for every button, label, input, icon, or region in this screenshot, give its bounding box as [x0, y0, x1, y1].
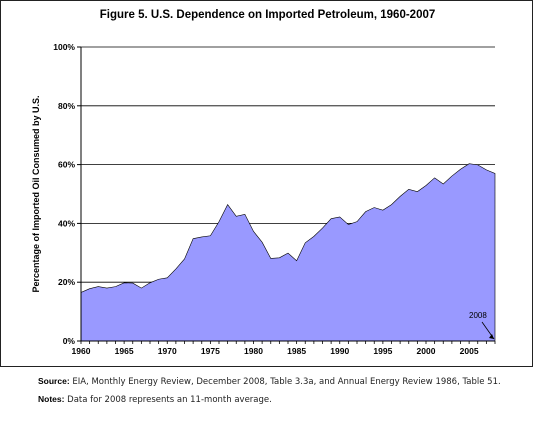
area-chart: 0% 20% 40% 60% 80% 100% 1960 1965 1970 1975 1980 19… — [31, 42, 496, 356]
y-tick-label: 40% — [58, 218, 75, 228]
x-tick-label: 2005 — [460, 346, 479, 356]
x-tick-label: 1995 — [373, 346, 392, 356]
data-note: Notes: Data for 2008 represents an 11-mo… — [38, 394, 272, 405]
source-note: Source: EIA, Monthly Energy Review, Dece… — [38, 376, 501, 387]
y-tick-label: 80% — [58, 101, 75, 111]
y-tick-label: 100% — [53, 42, 75, 52]
area-series — [80, 163, 496, 342]
x-tick-label: 1985 — [287, 346, 306, 356]
x-tick-label: 1965 — [115, 346, 134, 356]
x-tick-label: 1960 — [72, 346, 91, 356]
x-tick-label: 1980 — [244, 346, 263, 356]
y-tick-label: 0% — [63, 336, 76, 346]
notes-label: Notes: — [38, 394, 65, 404]
chart-title: Figure 5. U.S. Dependence on Imported Pe… — [99, 9, 436, 21]
y-tick-label: 20% — [58, 277, 75, 287]
chart-frame: Figure 5. U.S. Dependence on Imported Pe… — [0, 0, 533, 367]
source-text: EIA, Monthly Energy Review, December 200… — [69, 377, 501, 387]
x-tick-label: 1970 — [158, 346, 177, 356]
y-tick-label: 60% — [58, 160, 75, 170]
source-label: Source: — [38, 376, 70, 386]
notes-text: Data for 2008 represents an 11-month ave… — [64, 395, 272, 405]
annotation-label: 2008 — [469, 311, 487, 320]
x-tick-label: 1975 — [201, 346, 220, 356]
y-axis-title: Percentage of Imported Oil Consumed by U… — [31, 95, 41, 292]
x-tick-label: 1990 — [330, 346, 349, 356]
x-tick-label: 2000 — [417, 346, 436, 356]
annotation-arrowhead — [489, 334, 494, 339]
